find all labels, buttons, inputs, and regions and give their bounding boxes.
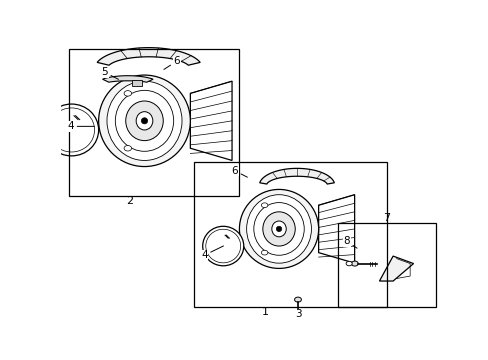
Bar — [132, 80, 142, 86]
Ellipse shape — [99, 75, 190, 167]
Ellipse shape — [351, 261, 358, 266]
Bar — [68, 49, 239, 195]
Polygon shape — [190, 81, 232, 161]
Text: 6: 6 — [163, 56, 180, 69]
Polygon shape — [379, 256, 413, 281]
Text: 6: 6 — [231, 166, 247, 177]
Ellipse shape — [261, 203, 267, 208]
Text: 3: 3 — [294, 309, 301, 319]
Text: 5: 5 — [101, 67, 118, 79]
Bar — [193, 162, 386, 307]
Text: 7: 7 — [383, 213, 390, 223]
Polygon shape — [97, 48, 200, 65]
Text: 4: 4 — [67, 121, 94, 131]
Ellipse shape — [203, 226, 243, 266]
Ellipse shape — [125, 101, 163, 141]
Polygon shape — [102, 76, 153, 82]
Ellipse shape — [124, 145, 131, 151]
Ellipse shape — [136, 112, 153, 130]
Ellipse shape — [44, 104, 99, 156]
Text: 8: 8 — [343, 237, 356, 248]
Ellipse shape — [261, 250, 267, 255]
Text: 4: 4 — [201, 246, 223, 260]
Ellipse shape — [346, 261, 351, 266]
Ellipse shape — [239, 189, 318, 269]
Bar — [337, 223, 435, 307]
Ellipse shape — [246, 195, 311, 263]
Polygon shape — [318, 195, 354, 263]
Text: 1: 1 — [262, 307, 269, 317]
Ellipse shape — [262, 212, 295, 246]
Text: 2: 2 — [125, 196, 133, 206]
Ellipse shape — [107, 81, 182, 161]
Ellipse shape — [294, 297, 301, 302]
Polygon shape — [259, 168, 334, 184]
Ellipse shape — [276, 226, 281, 231]
Ellipse shape — [124, 91, 131, 96]
Ellipse shape — [141, 118, 147, 124]
Ellipse shape — [271, 221, 285, 237]
